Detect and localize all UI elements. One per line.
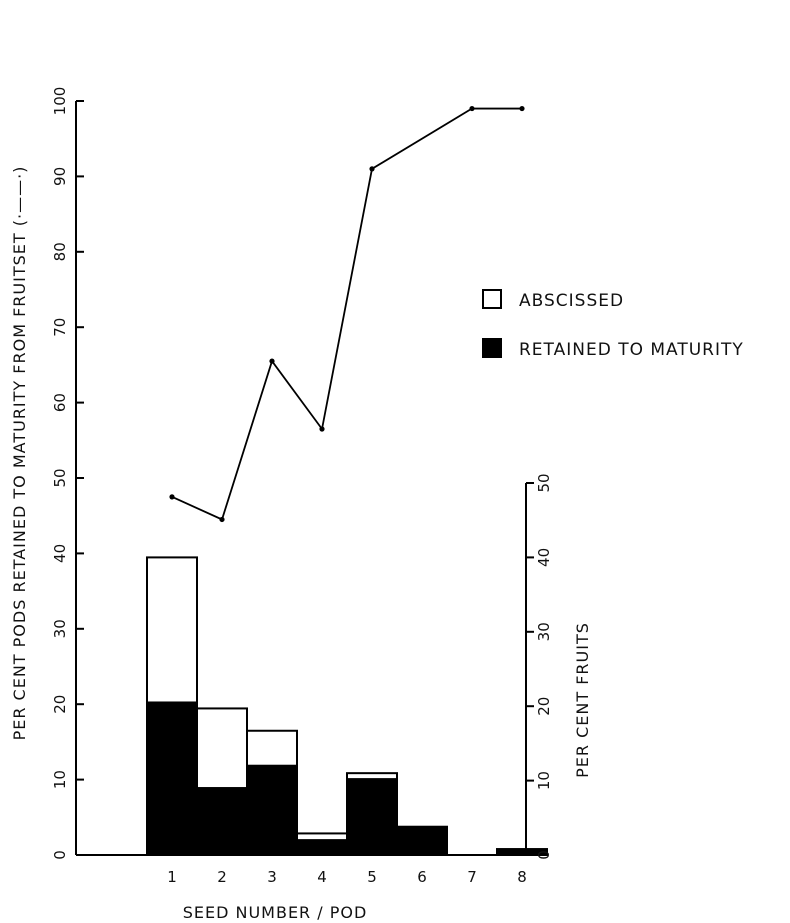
- bar-retained-1: [146, 701, 198, 856]
- left-y-tick-label: 100: [51, 87, 69, 116]
- retention-point-2: [219, 516, 225, 523]
- x-tick-label: 8: [517, 868, 527, 886]
- left-y-tick-label: 50: [51, 468, 69, 487]
- bar-abscissed-1: [146, 556, 198, 704]
- retention-point-3: [269, 358, 275, 364]
- x-tick-labels: 1 2 3 4 5 6 7 8: [167, 868, 527, 886]
- x-tick-label: 5: [367, 868, 377, 886]
- bar-retained-6: [396, 825, 448, 857]
- legend-swatch-abscissed: [482, 289, 502, 309]
- legend: ABSCISSED RETAINED TO MATURITY: [482, 289, 744, 360]
- right-y-tick-label: 30: [535, 622, 553, 641]
- retention-point-8: [519, 105, 525, 112]
- x-tick-label: 4: [317, 868, 327, 886]
- right-y-tick-label: 20: [535, 697, 553, 716]
- right-y-axis-label: PER CENT FRUITS: [573, 622, 592, 778]
- retention-point-1: [169, 494, 175, 500]
- bar-abscissed-2: [196, 707, 248, 790]
- left-y-tick-label: 40: [51, 544, 69, 563]
- bar-abscissed-4: [296, 832, 348, 842]
- left-y-tick-label: 0: [51, 850, 69, 860]
- x-tick-label: 2: [217, 868, 227, 886]
- x-tick-label: 3: [267, 868, 277, 886]
- x-axis-label: SEED NUMBER / POD: [183, 903, 368, 922]
- x-tick-label: 6: [417, 868, 427, 886]
- bar-abscissed-3: [246, 729, 298, 767]
- left-y-axis-label: PER CENT PODS RETAINED TO MATURITY FROM …: [10, 166, 29, 741]
- legend-label-retained: RETAINED TO MATURITY: [519, 340, 744, 360]
- left-y-tick-label: 10: [51, 770, 69, 789]
- retention-line-group: [169, 105, 525, 523]
- right-y-tick-label: 50: [535, 473, 553, 492]
- x-tick-label: 7: [467, 868, 477, 886]
- right-y-tick-label: 0: [535, 850, 553, 860]
- left-y-tick-label: 20: [51, 695, 69, 714]
- left-y-tick-label: 90: [51, 167, 69, 186]
- retention-line: [171, 107, 522, 521]
- bar-retained-3: [246, 764, 298, 856]
- retention-point-7: [469, 105, 475, 112]
- retention-point-5: [369, 166, 375, 172]
- left-y-tick-label: 30: [51, 619, 69, 638]
- retention-point-4: [319, 426, 325, 432]
- bar-retained-4: [296, 839, 348, 856]
- legend-swatch-retained: [482, 338, 502, 358]
- left-y-tick-label: 60: [51, 393, 69, 412]
- axes-group: [75, 100, 534, 856]
- right-y-tick-label: 10: [535, 771, 553, 790]
- right-y-tick-labels: 0 10 20 30 40 50: [535, 473, 553, 859]
- bar-abscissed-5: [346, 772, 398, 781]
- bars-group: [146, 556, 548, 857]
- x-tick-label: 1: [167, 868, 177, 886]
- left-y-tick-label: 80: [51, 242, 69, 261]
- right-y-tick-label: 40: [535, 548, 553, 567]
- bar-retained-2: [196, 787, 248, 856]
- bar-retained-5: [346, 778, 398, 856]
- legend-label-abscissed: ABSCISSED: [519, 291, 624, 311]
- left-y-tick-labels: 0 10 20 30 40 50 60 70 80 90 100: [51, 87, 69, 860]
- left-y-tick-label: 70: [51, 318, 69, 337]
